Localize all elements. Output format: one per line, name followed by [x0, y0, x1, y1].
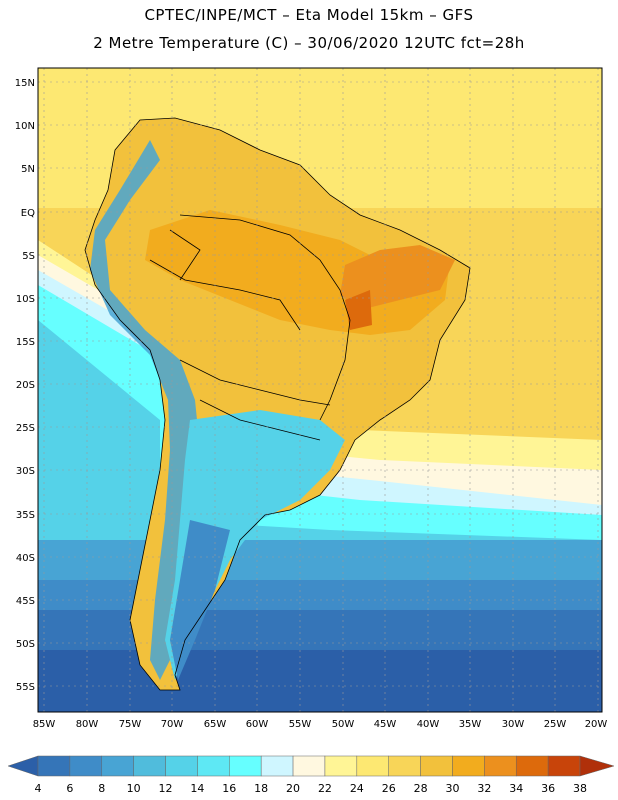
legend-value-label: 38 [573, 782, 587, 795]
legend-value-label: 18 [254, 782, 268, 795]
legend-value-label: 28 [414, 782, 428, 795]
lon-label: 70W [161, 719, 184, 730]
latitude-axis: 15N 10N 5N EQ 5S 10S 15S 20S 25S 30S 35S… [15, 78, 35, 693]
legend-value-label: 30 [445, 782, 459, 795]
legend-swatch [452, 755, 485, 777]
lon-label: 45W [374, 719, 397, 730]
legend-value-label: 8 [98, 782, 105, 795]
lon-label: 20W [585, 719, 608, 730]
lat-label: 10N [15, 121, 35, 132]
legend-swatch [292, 755, 326, 777]
lat-label: 35S [16, 510, 35, 521]
lon-label: 25W [544, 719, 567, 730]
legend-swatch [165, 755, 198, 777]
legend-value-label: 36 [541, 782, 555, 795]
map-title-line2: 2 Metre Temperature (C) – 30/06/2020 12U… [93, 34, 525, 52]
legend-value-label: 26 [382, 782, 396, 795]
country-borders [84, 117, 471, 691]
legend-swatch [37, 755, 71, 777]
legend-value-label: 32 [477, 782, 491, 795]
legend-swatch [515, 755, 549, 777]
lat-label: 20S [16, 380, 35, 391]
lat-label: 15S [16, 337, 35, 348]
map-title-line1: CPTEC/INPE/MCT – Eta Model 15km – GFS [144, 6, 474, 24]
legend-value-label: 6 [66, 782, 73, 795]
lat-label: 25S [16, 423, 35, 434]
lat-label: 15N [15, 78, 35, 89]
lat-label: 5N [21, 164, 35, 175]
legend-value-label: 4 [35, 782, 42, 795]
legend-swatch [324, 755, 358, 777]
lat-label: EQ [21, 208, 35, 219]
andes-cold-ribbon [90, 140, 200, 680]
legend-value-label: 20 [286, 782, 300, 795]
lon-label: 80W [76, 719, 99, 730]
lat-label: 30S [16, 466, 35, 477]
lon-label: 65W [204, 719, 227, 730]
band-coldest [38, 650, 602, 712]
lon-label: 75W [119, 719, 142, 730]
legend-swatch [69, 755, 103, 777]
legend-value-label: 16 [222, 782, 236, 795]
legend-value-label: 22 [318, 782, 332, 795]
legend-swatch [133, 755, 166, 777]
central-brazil-hot-region [345, 290, 372, 330]
legend-value-label: 14 [190, 782, 204, 795]
color-legend-swatches [7, 755, 615, 777]
legend-swatch [388, 755, 421, 777]
legend-swatch [356, 755, 389, 777]
legend-swatch [484, 755, 517, 777]
temperature-map: 15N 10N 5N EQ 5S 10S 15S 20S 25S 30S 35S… [15, 67, 608, 730]
legend-value-label: 34 [509, 782, 523, 795]
color-legend: 4 6 8 10 12 14 16 18 20 22 24 26 28 30 32 34 36 38 [7, 755, 615, 795]
legend-swatch [420, 755, 453, 777]
lon-label: 35W [459, 719, 482, 730]
legend-value-label: 12 [159, 782, 173, 795]
lon-label: 30W [502, 719, 525, 730]
legend-swatch [197, 755, 230, 777]
lon-label: 50W [332, 719, 355, 730]
legend-swatch [229, 755, 262, 777]
legend-value-label: 24 [350, 782, 364, 795]
map-frame [37, 67, 603, 713]
legend-arrow-low [7, 755, 39, 777]
color-legend-labels: 4 6 8 10 12 14 16 18 20 22 24 26 28 30 32 34 36 38 [35, 782, 588, 795]
lon-label: 60W [246, 719, 269, 730]
lat-label: 5S [22, 251, 35, 262]
lat-label: 50S [16, 639, 35, 650]
legend-swatch [260, 755, 294, 777]
legend-arrow-high [579, 755, 615, 777]
lat-label: 45S [16, 596, 35, 607]
lat-label: 10S [16, 294, 35, 305]
longitude-axis: 85W 80W 75W 70W 65W 60W 55W 50W 45W 40W … [33, 719, 608, 730]
lat-label: 55S [16, 682, 35, 693]
legend-value-label: 10 [127, 782, 141, 795]
graticule [38, 68, 602, 712]
lon-label: 85W [33, 719, 56, 730]
legend-swatch [547, 755, 581, 777]
lat-label: 40S [16, 553, 35, 564]
lon-label: 40W [417, 719, 440, 730]
lon-label: 55W [289, 719, 312, 730]
legend-swatch [101, 755, 134, 777]
